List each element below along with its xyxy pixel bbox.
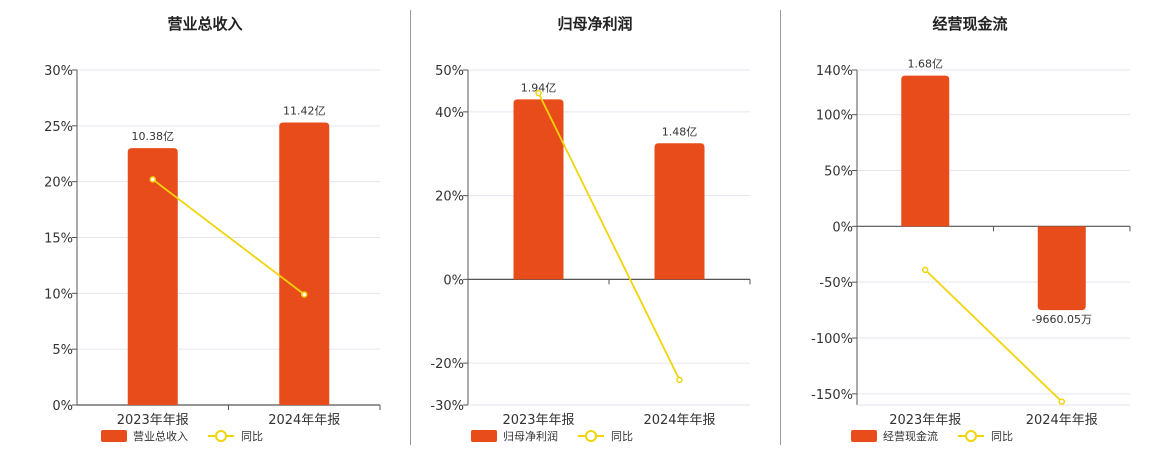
chart-legend: 经营现金流 同比: [851, 429, 1013, 443]
revenue-chart-panel: 营业总收入 0% 5% 10% 15% 20% 25% 30% 2023年年报 2024年年报 10…: [0, 0, 410, 450]
bar: [279, 122, 330, 405]
y-tick-label: 20%: [44, 176, 73, 191]
legend-label: 营业总收入: [133, 429, 188, 443]
bar: [1037, 226, 1086, 311]
yoy-point: [1058, 398, 1065, 405]
line-circle-legend: [585, 430, 597, 442]
y-tick-label: 40%: [435, 106, 464, 121]
net-profit-chart-panel: 归母净利润 -30% -20% 0% 20% 40% 50% 2023年年报 2024年年报 1.…: [410, 0, 780, 450]
yoy-line: [152, 178, 305, 296]
yoy-line: [924, 269, 1063, 403]
y-tick-label: -50%: [819, 276, 853, 291]
bar-legend-swatch: [101, 430, 127, 442]
yoy-point: [149, 176, 156, 183]
bar-data-label: 1.94亿: [521, 81, 557, 94]
y-tick-label: -100%: [811, 332, 853, 347]
chart-legend: 归母净利润 同比: [471, 429, 633, 443]
y-tick-label: 10%: [44, 287, 73, 302]
bar-data-label: 1.68亿: [908, 58, 944, 71]
y-tick-label: 5%: [52, 343, 73, 358]
chart-title: 经营现金流: [932, 15, 1007, 33]
legend-label: 同比: [611, 430, 633, 443]
y-tick-label: 0%: [443, 273, 464, 288]
bar: [901, 75, 950, 227]
y-tick-label: 30%: [44, 64, 73, 79]
chart-title: 营业总收入: [167, 15, 242, 33]
yoy-line: [537, 92, 681, 381]
legend-label: 同比: [991, 430, 1013, 443]
line-circle-legend: [965, 430, 977, 442]
chart-title: 归母净利润: [557, 15, 632, 33]
y-tick-label: 0%: [52, 399, 73, 414]
cashflow-chart-panel: 经营现金流 -150% -100% -50% 0% 50% 100% 140% 2023年年报 2…: [780, 0, 1160, 450]
bar: [654, 143, 705, 280]
bar-data-label: -9660.05万: [1032, 313, 1092, 326]
panel-divider: [780, 10, 781, 445]
legend-label: 同比: [241, 430, 263, 443]
yoy-point: [922, 266, 929, 274]
y-tick-label: -20%: [430, 357, 464, 372]
y-tick-label: 25%: [44, 120, 73, 135]
chart-legend: 营业总收入 同比: [101, 429, 263, 443]
x-category-label: 2023年年报: [117, 413, 189, 428]
bar-legend-swatch: [471, 430, 497, 442]
y-tick-label: 20%: [435, 190, 464, 205]
net-profit-chart: 归母净利润 -30% -20% 0% 20% 40% 50% 2023年年报 2024年年报 1.…: [430, 15, 751, 443]
cashflow-chart: 经营现金流 -150% -100% -50% 0% 50% 100% 140% 2023年年报 2…: [811, 15, 1131, 443]
y-tick-label: -150%: [811, 388, 853, 403]
bar: [127, 148, 178, 405]
bar-legend-swatch: [851, 430, 877, 442]
panel-divider: [410, 10, 411, 445]
x-category-label: 2023年年报: [889, 413, 961, 428]
y-tick-label: -30%: [430, 399, 464, 414]
bar-data-label: 10.38亿: [132, 130, 175, 143]
line-circle-legend: [215, 430, 227, 442]
bar-data-label: 11.42亿: [283, 104, 326, 117]
yoy-point: [676, 376, 683, 384]
bar: [513, 99, 564, 280]
x-category-label: 2024年年报: [643, 413, 715, 428]
x-category-label: 2024年年报: [268, 413, 340, 428]
x-category-label: 2024年年报: [1026, 413, 1098, 428]
bar-data-label: 1.48亿: [662, 125, 698, 138]
legend-label: 经营现金流: [883, 429, 938, 443]
revenue-chart: 营业总收入 0% 5% 10% 15% 20% 25% 30% 2023年年报 2024年年报 10…: [44, 15, 381, 443]
y-tick-label: 140%: [816, 64, 853, 79]
y-tick-label: 15%: [44, 232, 73, 247]
y-tick-label: 50%: [824, 165, 853, 180]
legend-label: 归母净利润: [503, 429, 558, 443]
yoy-point: [535, 89, 542, 97]
y-tick-label: 100%: [816, 109, 853, 124]
x-category-label: 2023年年报: [502, 413, 574, 428]
yoy-point: [301, 291, 308, 298]
y-tick-label: 50%: [435, 64, 464, 79]
y-tick-label: 0%: [832, 220, 853, 235]
